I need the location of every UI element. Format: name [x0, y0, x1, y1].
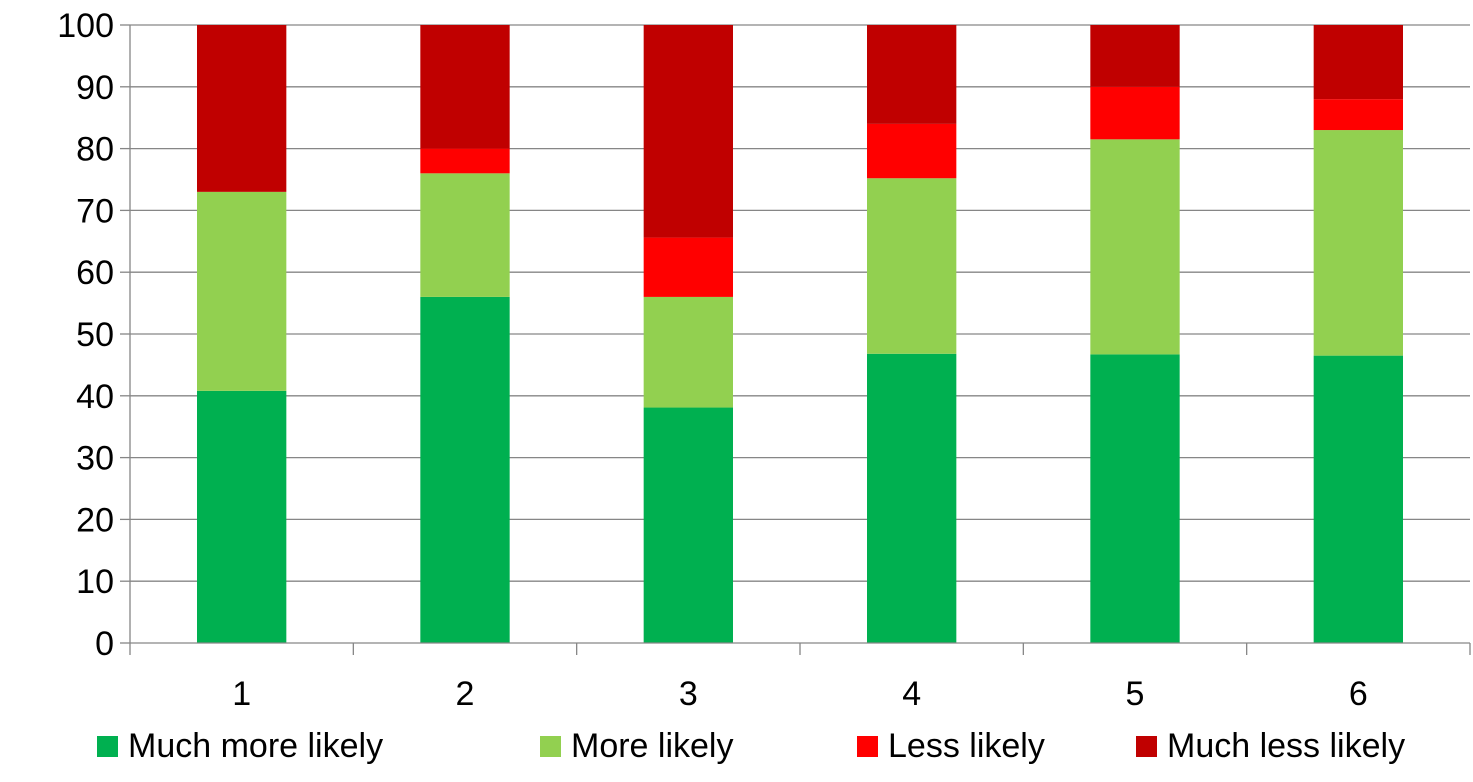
bar-segment-more-likely-3 — [643, 296, 733, 408]
bar-segment-much-more-likely-3 — [643, 407, 733, 643]
y-tick-label: 30 — [76, 440, 114, 478]
gridlines — [130, 24, 1470, 582]
legend-label: Much more likely — [128, 727, 383, 765]
bar-segment-much-less-likely-4 — [867, 25, 957, 124]
bar-segment-much-more-likely-4 — [867, 353, 957, 643]
y-tick-label: 80 — [76, 131, 114, 169]
y-tick-label: 100 — [57, 7, 114, 45]
x-tick-label: 4 — [902, 675, 921, 713]
y-axis-ticks: 0 10 20 30 40 50 60 70 80 90 100 — [57, 7, 130, 663]
legend-label: Much less likely — [1167, 727, 1405, 765]
bar-segment-much-less-likely-6 — [1313, 25, 1403, 100]
x-tick-label: 1 — [232, 675, 251, 713]
bar-segment-much-less-likely-3 — [643, 25, 733, 238]
bar-segment-more-likely-5 — [1090, 139, 1180, 355]
bar-segment-much-more-likely-1 — [197, 390, 287, 643]
x-tick-label: 3 — [679, 675, 698, 713]
bar-segment-less-likely-4 — [867, 123, 957, 179]
y-tick-label: 70 — [76, 192, 114, 230]
bar-segment-much-more-likely-6 — [1313, 355, 1403, 643]
bar-segment-much-more-likely-5 — [1090, 354, 1180, 643]
legend-swatch-much-less-likely — [1136, 736, 1157, 757]
legend-swatch-much-more-likely — [97, 736, 118, 757]
bar-segment-much-less-likely-5 — [1090, 25, 1180, 87]
y-tick-label: 10 — [76, 563, 114, 601]
legend-label: More likely — [571, 727, 733, 765]
bar-segment-less-likely-3 — [643, 237, 733, 297]
legend: Much more likely More likely Less likely Mu… — [97, 727, 1405, 765]
x-tick-label: 2 — [456, 675, 475, 713]
bar-segment-less-likely-6 — [1313, 99, 1403, 131]
bar-segment-more-likely-2 — [420, 173, 510, 297]
x-tick-label: 6 — [1349, 675, 1368, 713]
x-tick-label: 5 — [1126, 675, 1145, 713]
bar-segment-more-likely-6 — [1313, 130, 1403, 356]
bar-segment-less-likely-5 — [1090, 86, 1180, 140]
y-tick-label: 60 — [76, 254, 114, 292]
x-axis-ticks: 1 2 3 4 5 6 — [129, 643, 1471, 713]
bar-segment-more-likely-4 — [867, 178, 957, 354]
bar-segment-more-likely-1 — [197, 191, 287, 391]
bar-segment-much-less-likely-1 — [197, 25, 287, 192]
bars — [197, 25, 1403, 643]
y-tick-label: 0 — [95, 625, 114, 663]
legend-label: Less likely — [888, 727, 1045, 765]
y-tick-label: 90 — [76, 69, 114, 107]
bar-segment-less-likely-2 — [420, 148, 510, 174]
y-tick-label: 40 — [76, 378, 114, 416]
bar-segment-much-more-likely-2 — [420, 296, 510, 643]
y-tick-label: 50 — [76, 316, 114, 354]
legend-swatch-more-likely — [540, 736, 561, 757]
bar-segment-much-less-likely-2 — [420, 25, 510, 149]
y-tick-label: 20 — [76, 501, 114, 539]
legend-swatch-less-likely — [857, 736, 878, 757]
